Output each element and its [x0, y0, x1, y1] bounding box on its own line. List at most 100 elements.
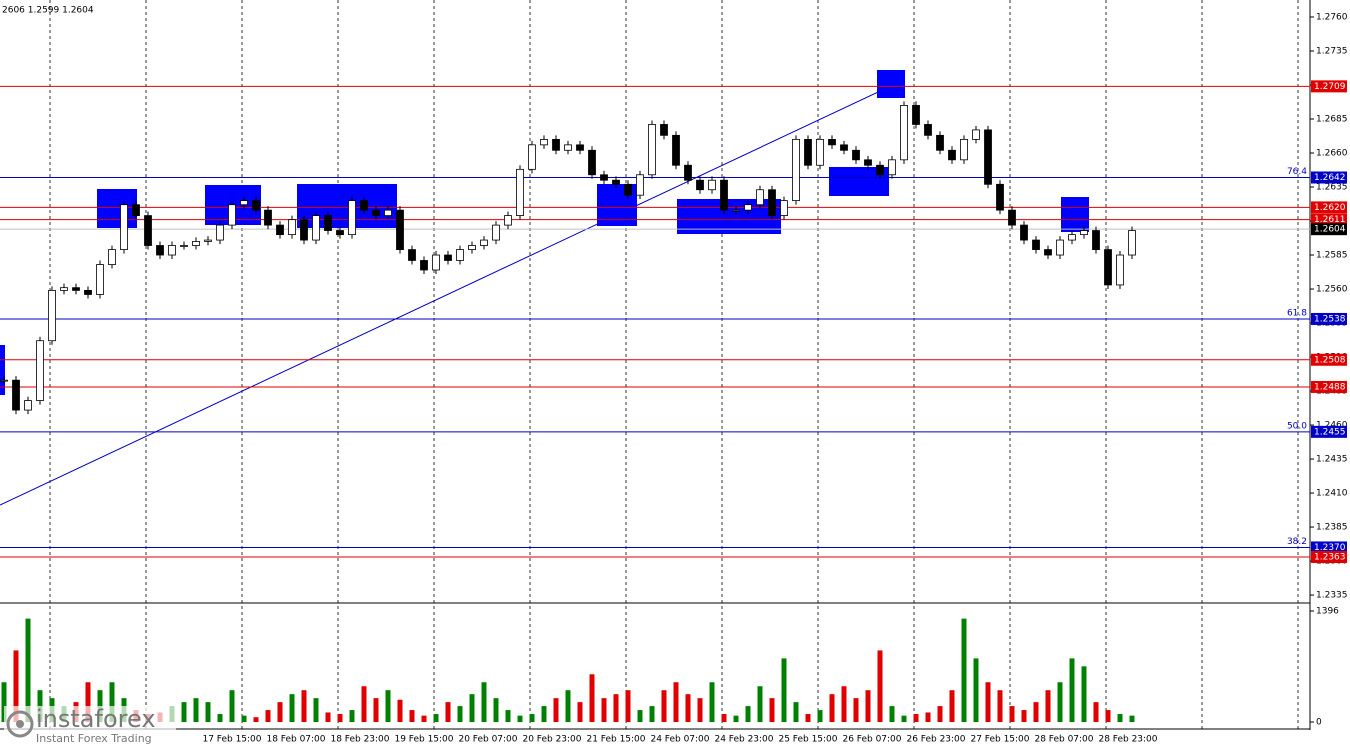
y-tick-label: 1.2460: [1316, 421, 1348, 431]
candle: [936, 134, 944, 151]
volume-bar: [517, 715, 523, 722]
candle: [1080, 230, 1088, 236]
volume-bar: [865, 690, 871, 722]
volume-bar: [265, 710, 271, 722]
volume-bar: [817, 710, 823, 722]
candle: [624, 183, 632, 196]
x-tick-label: 19 Feb 15:00: [394, 735, 453, 745]
volume-tick-label: 0: [1316, 718, 1322, 728]
volume-bar: [781, 658, 787, 722]
volume-bar: [289, 694, 295, 722]
volume-bar: [577, 702, 583, 722]
candle: [12, 379, 20, 411]
candle: [996, 183, 1004, 211]
candle: [708, 179, 716, 191]
candle: [984, 129, 992, 185]
volume-bar: [193, 698, 199, 722]
level-label: 1.2538: [1314, 314, 1346, 324]
volume-bar: [373, 698, 379, 722]
volume-bar: [457, 706, 463, 722]
volume-tick-label: 1396: [1316, 607, 1339, 617]
candle: [1128, 230, 1136, 256]
volume-bar: [1129, 715, 1135, 722]
candle: [1116, 254, 1124, 286]
candle: [648, 124, 656, 176]
candle: [1020, 224, 1028, 241]
header: 2606 1.2599 1.2604: [2, 6, 94, 16]
logo-icon: [6, 710, 34, 738]
volume-bar: [697, 698, 703, 722]
zone-box: [297, 184, 397, 228]
volume-bar: [829, 694, 835, 722]
volume-bar: [925, 712, 931, 722]
zone-box: [877, 70, 905, 98]
x-tick-label: 20 Feb 23:00: [522, 735, 581, 745]
candle: [180, 245, 188, 247]
candle: [1008, 209, 1016, 226]
candle: [540, 139, 548, 146]
x-tick-label: 26 Feb 23:00: [906, 735, 965, 745]
candle: [588, 149, 596, 176]
fib-label: 50.0: [1287, 421, 1307, 431]
x-tick-label: 18 Feb 23:00: [330, 735, 389, 745]
y-tick-label: 1.2560: [1316, 285, 1348, 295]
candle: [108, 249, 116, 265]
candle: [396, 209, 404, 250]
candle: [840, 144, 848, 151]
y-tick-label: 1.2410: [1316, 489, 1348, 499]
x-tick-label: 24 Feb 23:00: [714, 735, 773, 745]
candle: [384, 209, 392, 216]
candle: [576, 144, 584, 151]
x-tick-label: 20 Feb 07:00: [458, 735, 517, 745]
candle: [312, 215, 320, 241]
y-tick-label: 1.2585: [1316, 251, 1348, 261]
volume-bar: [625, 690, 631, 722]
candle: [684, 164, 692, 181]
volume-bar: [397, 699, 403, 722]
candle: [264, 209, 272, 226]
candle: [1056, 239, 1064, 256]
candle: [600, 174, 608, 181]
volume-bar: [1, 682, 7, 722]
x-tick-label: 25 Feb 15:00: [778, 735, 837, 745]
candle: [876, 164, 884, 176]
zone-box: [97, 189, 137, 228]
x-tick-label: 26 Feb 07:00: [842, 735, 901, 745]
candle: [84, 289, 92, 295]
candle: [48, 289, 56, 342]
volume-bar: [481, 682, 487, 722]
volume-bar: [433, 714, 439, 722]
candle: [24, 400, 32, 411]
volume-bar: [997, 690, 1003, 722]
volume-bar: [13, 650, 19, 722]
candle: [288, 219, 296, 236]
volume-bar: [937, 706, 943, 722]
volume-bar: [505, 710, 511, 722]
volume-bar: [673, 682, 679, 722]
volume-bar: [301, 690, 307, 722]
level-label-box: [1311, 353, 1347, 366]
volume-bar: [229, 690, 235, 722]
current-price-box: [1311, 223, 1347, 236]
volume-bar: [1105, 710, 1111, 722]
level-label-box: [1311, 171, 1347, 184]
level-label: 1.2508: [1314, 355, 1346, 365]
level-label-box: [1311, 80, 1347, 93]
level-label: 1.2488: [1314, 382, 1346, 392]
candle: [828, 139, 836, 146]
level-label: 1.2455: [1314, 427, 1346, 437]
volume-bar: [985, 682, 991, 722]
volume-bar: [973, 658, 979, 722]
volume-bar: [949, 690, 955, 722]
candle: [744, 204, 752, 211]
volume-bar: [1117, 714, 1123, 722]
volume-bar: [661, 690, 667, 722]
volume-bar: [1021, 710, 1027, 722]
volume-bar: [589, 674, 595, 722]
candle: [60, 287, 68, 291]
volume-bar: [409, 710, 415, 722]
candle: [528, 144, 536, 170]
candle: [324, 215, 332, 231]
candle: [480, 239, 488, 246]
